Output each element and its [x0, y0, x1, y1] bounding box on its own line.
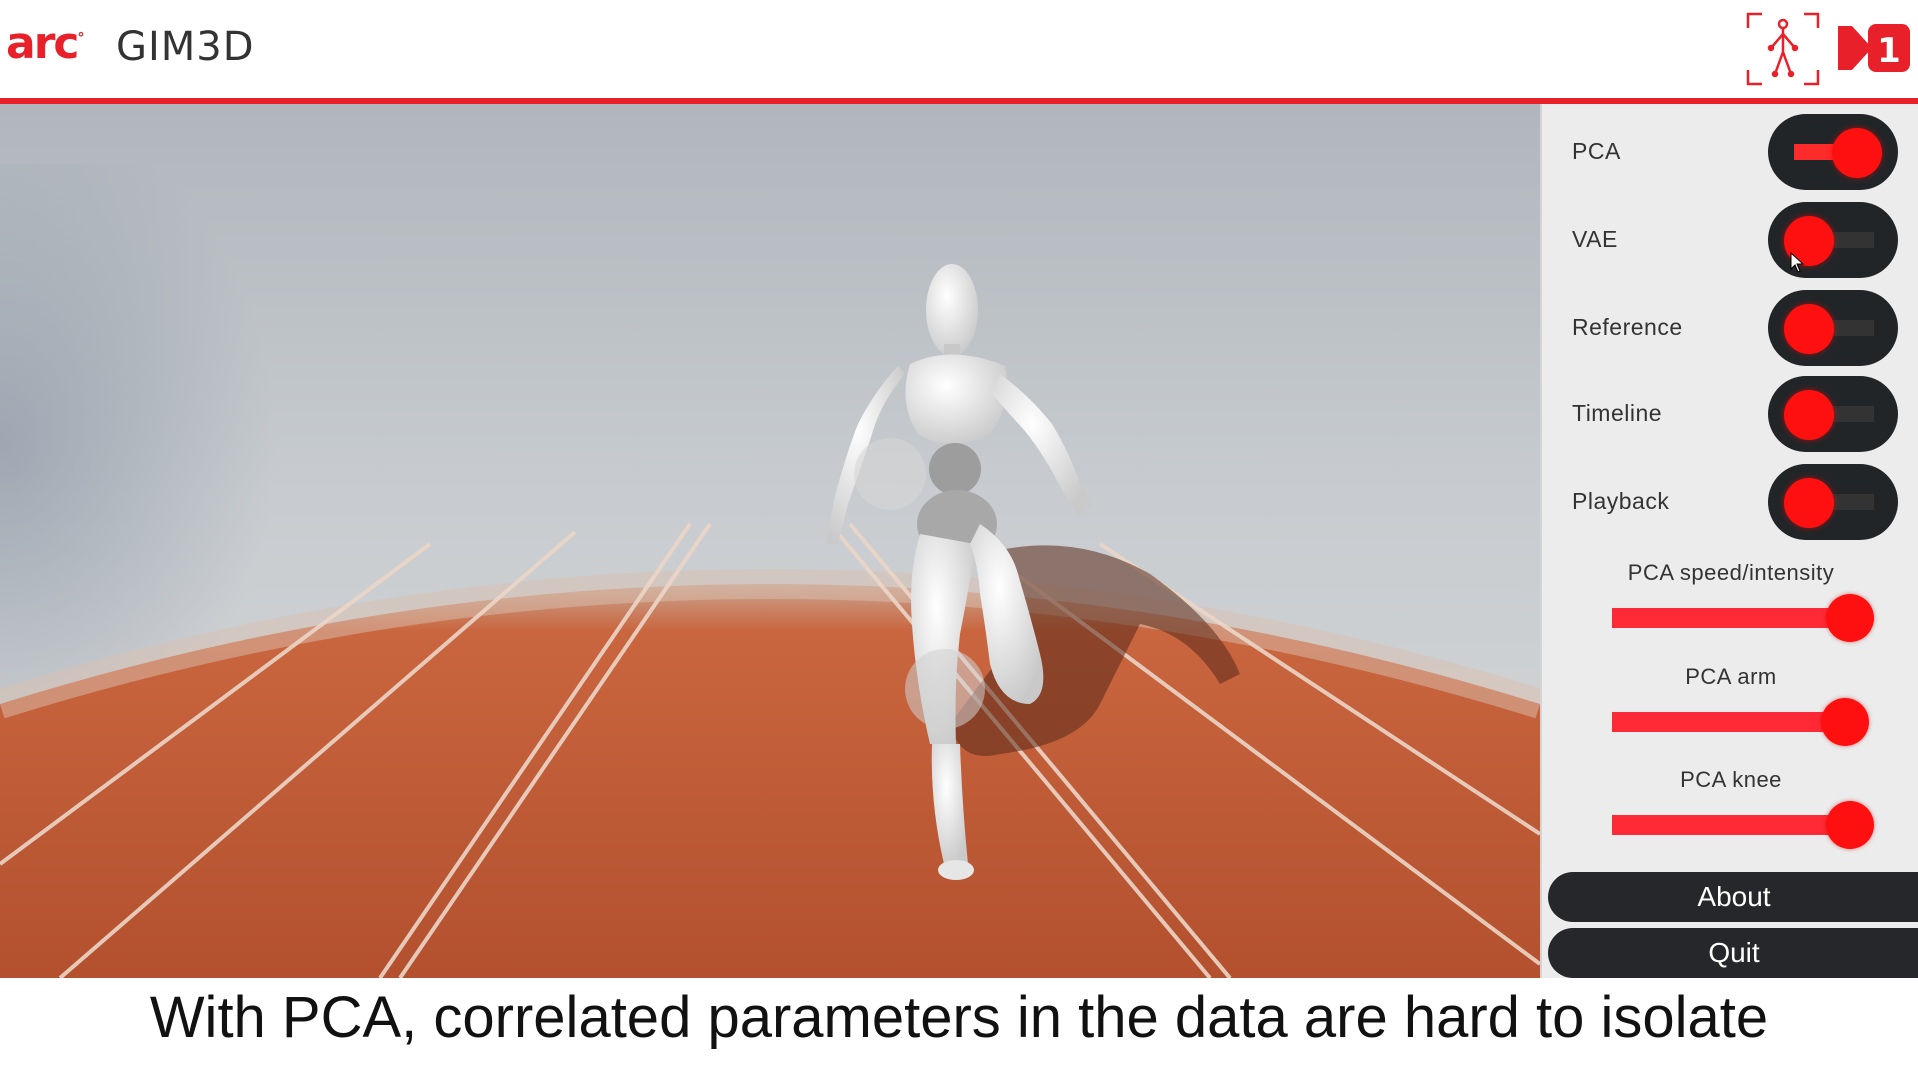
slider-track[interactable]: [1612, 712, 1850, 732]
slider-pca-knee: PCA knee: [1542, 767, 1918, 867]
toggle-row-timeline: Timeline: [1542, 374, 1918, 454]
svg-text:1: 1: [1877, 31, 1901, 71]
quit-button[interactable]: Quit: [1548, 928, 1918, 978]
scene-render: [0, 104, 1540, 978]
logo-mark: °: [77, 30, 84, 47]
toggle-label-vae: VAE: [1572, 226, 1618, 252]
app-title: GIM3D: [116, 24, 255, 70]
toggle-knob: [1784, 478, 1834, 528]
mouse-cursor-icon: [1790, 252, 1805, 273]
toggle-knob: [1784, 304, 1834, 354]
toggle-row-vae: VAE: [1542, 200, 1918, 280]
slider-label-pca-speed-intensity: PCA speed/intensity: [1627, 560, 1835, 585]
slider-handle[interactable]: [1826, 801, 1874, 849]
toggle-row-playback: Playback: [1542, 462, 1918, 542]
n1-logo-icon: 1: [1838, 24, 1910, 72]
slider-pca-arm: PCA arm: [1542, 664, 1918, 764]
subtitle-caption: With PCA, correlated parameters in the d…: [149, 985, 1769, 1050]
slider-label-pca-arm: PCA arm: [1685, 664, 1777, 689]
slider-pca-speed-intensity: PCA speed/intensity: [1542, 560, 1918, 660]
slider-track[interactable]: [1612, 815, 1850, 835]
about-button[interactable]: About: [1548, 872, 1918, 922]
mannequin: [826, 264, 1092, 880]
toggle-pca[interactable]: [1768, 114, 1898, 190]
toggle-label-pca: PCA: [1572, 138, 1621, 164]
control-panel: PCA VAE Reference Timeline Playback PCA …: [1540, 104, 1918, 978]
toggle-knob: [1784, 390, 1834, 440]
toggle-row-reference: Reference: [1542, 288, 1918, 368]
skeleton-tracking-icon: [1746, 12, 1820, 86]
toggle-vae[interactable]: [1768, 202, 1898, 278]
arc-logo: arc°: [6, 18, 84, 69]
logo-text: arc: [6, 18, 79, 69]
app-header: arc° GIM3D 1: [0, 0, 1918, 104]
toggle-timeline[interactable]: [1768, 376, 1898, 452]
toggle-playback[interactable]: [1768, 464, 1898, 540]
toggle-knob: [1832, 128, 1882, 178]
toggle-row-pca: PCA: [1542, 112, 1918, 192]
slider-handle[interactable]: [1821, 698, 1870, 746]
toggle-label-timeline: Timeline: [1572, 400, 1663, 426]
toggle-label-playback: Playback: [1572, 488, 1670, 514]
slider-track[interactable]: [1612, 608, 1850, 628]
toggle-label-reference: Reference: [1572, 314, 1683, 340]
slider-label-pca-knee: PCA knee: [1680, 767, 1782, 792]
3d-viewport[interactable]: [0, 104, 1540, 978]
toggle-reference[interactable]: [1768, 290, 1898, 366]
slider-handle[interactable]: [1826, 594, 1874, 642]
